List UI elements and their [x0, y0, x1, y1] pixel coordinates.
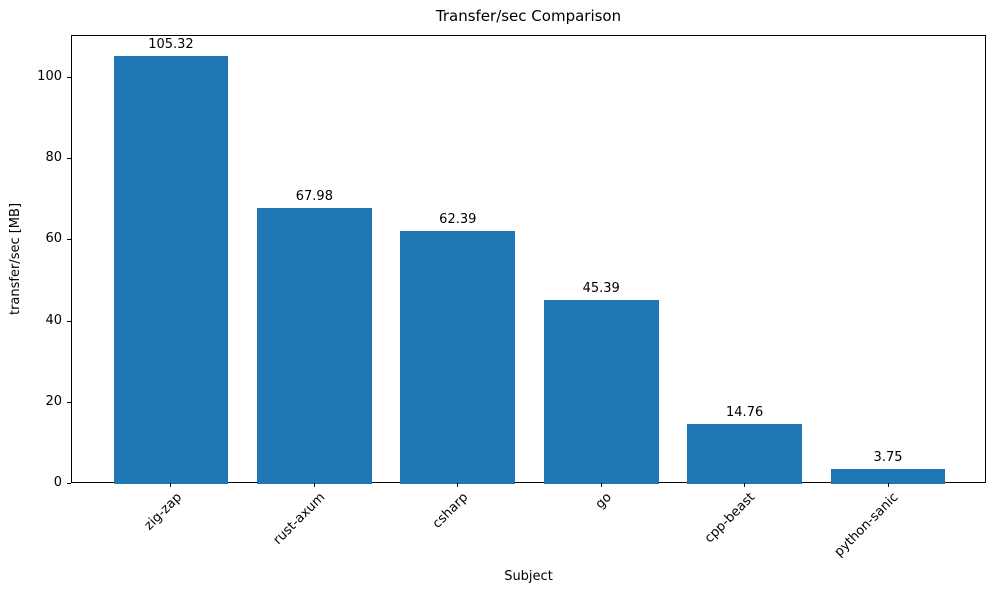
y-tick-label: 40	[45, 312, 62, 328]
x-tick-label: zig-zap	[141, 490, 185, 534]
bar	[687, 424, 802, 484]
y-tick-mark	[67, 320, 71, 322]
bar-value-label: 105.32	[148, 37, 194, 53]
y-tick-mark	[67, 401, 71, 403]
x-tick-mark	[887, 483, 889, 487]
y-tick-label: 60	[45, 231, 62, 247]
x-tick-mark	[313, 483, 315, 487]
x-tick-mark	[744, 483, 746, 487]
bar-value-label: 67.98	[295, 188, 333, 204]
bar-value-label: 3.75	[873, 449, 903, 465]
x-tick-label: csharp	[429, 490, 472, 532]
bar-value-label: 62.39	[439, 211, 477, 227]
bar	[400, 230, 516, 484]
bar-value-label: 14.76	[726, 405, 764, 421]
y-tick-mark	[67, 239, 71, 241]
y-tick-label: 100	[37, 68, 62, 84]
chart-title: Transfer/sec Comparison	[435, 7, 622, 25]
x-tick-label: go	[592, 490, 615, 513]
y-tick-label: 20	[45, 393, 62, 409]
y-tick-mark	[67, 158, 71, 160]
y-tick-mark	[67, 483, 71, 484]
y-tick-mark	[67, 76, 71, 78]
x-tick-mark	[600, 483, 602, 487]
plot-area: 0 20 40 60 80 100 105.32 zig-zap 67.98 rust-axum 6…	[37, 35, 986, 560]
bar	[257, 207, 372, 484]
x-tick-label: cpp-beast	[702, 490, 759, 547]
x-axis-label: Subject	[504, 569, 553, 584]
y-axis-label: transfer/sec [MB]	[8, 202, 23, 316]
x-tick-mark	[457, 483, 459, 487]
bar	[830, 468, 946, 484]
x-tick-mark	[170, 483, 172, 487]
bar	[113, 56, 229, 484]
y-tick-label: 80	[45, 150, 62, 166]
y-tick-label: 0	[53, 475, 62, 490]
x-tick-label: python-sanic	[831, 490, 902, 560]
bar	[543, 299, 659, 484]
bar-value-label: 45.39	[582, 280, 620, 296]
x-tick-label: rust-axum	[270, 490, 328, 548]
